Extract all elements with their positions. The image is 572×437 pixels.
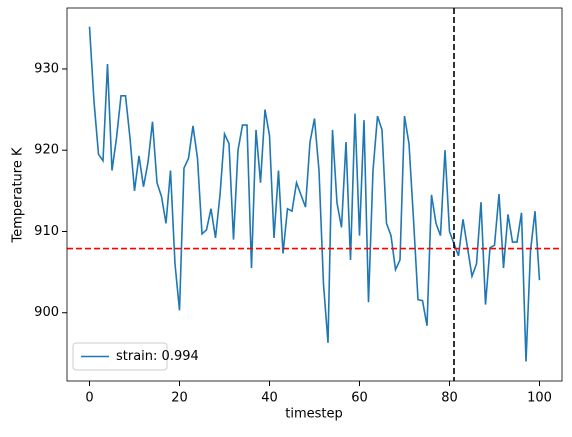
plot-frame <box>66 7 563 382</box>
y-tick-label: 930 <box>34 61 59 76</box>
legend-label: strain: 0.994 <box>116 349 199 364</box>
x-tick-label: 0 <box>85 391 93 406</box>
y-tick-label: 910 <box>34 224 59 239</box>
x-tick-label: 100 <box>527 391 552 406</box>
legend-box <box>72 342 168 371</box>
y-axis-label: Temperature K <box>11 147 26 243</box>
y-tick-label: 900 <box>34 305 59 320</box>
data-line <box>88 26 541 362</box>
x-tick-label: 60 <box>351 391 368 406</box>
x-tick-label: 20 <box>171 391 188 406</box>
x-tick-label: 80 <box>441 391 458 406</box>
x-tick-label: 40 <box>261 391 278 406</box>
y-tick-label: 920 <box>34 143 59 158</box>
x-axis-label: timestep <box>285 407 343 422</box>
